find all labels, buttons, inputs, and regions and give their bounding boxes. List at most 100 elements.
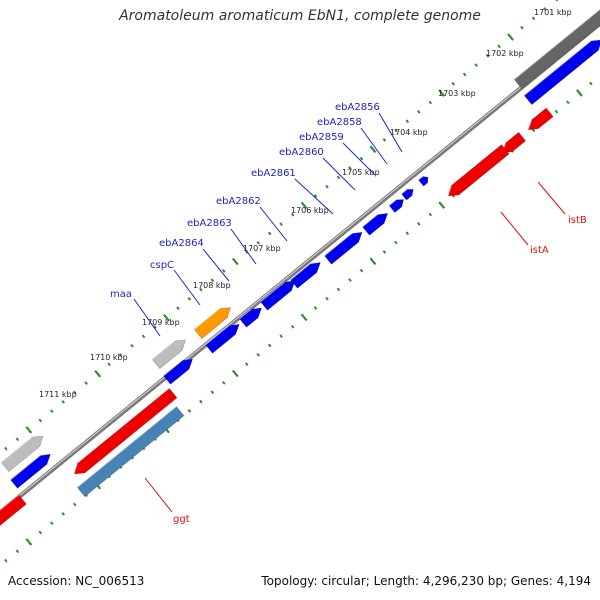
gene-blue-top-right-body [523, 39, 600, 106]
gene-grey-mid-highlight [151, 340, 176, 360]
gene-blue-mid-6-highlight [205, 325, 230, 346]
tick-mark-outer [153, 325, 157, 329]
gene-blue-lower-2 [10, 453, 51, 489]
tick-mark-outer [49, 409, 54, 414]
tick-mark-outer [231, 257, 239, 266]
gene-dark-grey-top-highlight [513, 9, 600, 80]
gene-blue-lower-2-highlight [10, 455, 41, 481]
gene-blue-lower-2-body [10, 453, 51, 489]
tick-mark-inner [267, 343, 272, 348]
gene-label: maa [110, 289, 132, 300]
scale-label: 1701 kbp [534, 8, 572, 17]
tick-mark-outer [187, 297, 192, 301]
scale-label: 1706 kbp [291, 206, 329, 215]
tick-mark-inner [428, 212, 433, 217]
scale-label: 1705 kbp [342, 168, 380, 177]
gene-label: istB [568, 215, 587, 226]
tick-mark-outer [163, 313, 170, 322]
gene-blue-mid-2-body [324, 231, 363, 265]
gene-blue-lower-1-highlight [163, 360, 183, 377]
tick-mark-inner [348, 278, 352, 282]
tick-mark-outer [94, 369, 102, 378]
gene-leader-line [537, 181, 566, 215]
gene-blue-small-2 [401, 188, 414, 201]
gene-leader-line [202, 248, 230, 282]
tick-mark-outer [72, 390, 77, 395]
gene-label: ebA2864 [159, 238, 204, 249]
gene-leader-line [500, 211, 529, 246]
tick-mark-outer [531, 16, 536, 21]
gene-blue-mid-2 [324, 231, 363, 265]
tick-mark-outer [279, 222, 283, 226]
gene-blue-mid-3-body [290, 262, 321, 289]
gene-leader-line [173, 269, 201, 306]
tick-mark-outer [267, 231, 272, 236]
gene-red-istA [447, 144, 510, 197]
tick-mark-inner [394, 240, 398, 245]
tick-mark-outer [428, 100, 433, 105]
tick-mark-outer [382, 138, 387, 142]
tick-mark-outer [359, 156, 364, 161]
gene-blue-small-3 [388, 199, 405, 213]
gene-leader-line [378, 112, 403, 153]
gene-blue-lower-1 [163, 358, 194, 385]
gene-red-lower-left-highlight [0, 494, 20, 511]
gene-dark-grey-top-body [513, 9, 600, 90]
gene-blue-mid-6 [205, 323, 240, 354]
tick-mark-inner [313, 306, 318, 310]
tick-mark-inner [15, 549, 20, 554]
gene-grey-mid-body [151, 339, 186, 370]
gene-grey-lower-body [0, 435, 44, 473]
tick-mark-inner [325, 296, 329, 301]
tick-mark-inner [566, 100, 570, 105]
tick-mark-inner [244, 362, 249, 367]
tick-mark-inner [531, 128, 536, 133]
gene-red-istA-body [447, 144, 510, 197]
tick-mark-inner [4, 558, 8, 563]
tick-mark-outer [369, 145, 377, 154]
gene-grey-mid [151, 339, 186, 370]
gene-label: ebA2858 [317, 117, 362, 128]
tick-mark-outer [417, 109, 421, 114]
gene-blue-mid-3-highlight [290, 263, 311, 281]
gene-red-lower-left [0, 494, 27, 526]
tick-mark-outer [4, 446, 8, 451]
scale-label: 1707 kbp [243, 244, 281, 253]
gene-blue-mid-4-body [260, 280, 296, 311]
gene-blue-small-1-body [418, 176, 429, 187]
gene-blue-lower-1-body [163, 358, 194, 385]
tick-mark-inner [336, 287, 341, 292]
tick-mark-outer [210, 278, 215, 283]
gene-label: ebA2863 [187, 218, 232, 229]
gene-red-istB-body [501, 131, 527, 154]
gene-red-upper-body [527, 107, 554, 131]
gene-orange-highlight [193, 308, 221, 330]
tick-mark-outer [84, 381, 88, 385]
gene-leader-line [230, 228, 257, 265]
gene-red-upper-highlight [527, 119, 533, 131]
tick-mark-outer [438, 89, 446, 97]
tick-mark-outer [176, 306, 180, 311]
scale-label: 1711 kbp [39, 390, 77, 399]
scale-label: 1709 kbp [142, 318, 180, 327]
tick-mark-outer [451, 81, 455, 86]
tick-mark-outer [199, 287, 203, 292]
tick-mark-inner [38, 530, 43, 535]
gene-red-istA-highlight [447, 185, 452, 197]
tick-mark-outer [15, 437, 20, 442]
gene-blue-mid-5-highlight [239, 308, 252, 320]
gene-red-lower-left-body [0, 494, 27, 526]
gene-leader-line [294, 178, 334, 215]
gene-red-ggt [73, 388, 178, 475]
tick-mark-outer [394, 128, 398, 133]
gene-blue-top-right [523, 39, 600, 106]
tick-mark-inner [222, 380, 226, 385]
tick-mark-outer [555, 0, 559, 2]
tick-mark-inner [382, 250, 387, 254]
gene-label: ggt [173, 514, 190, 525]
gene-leader-line [133, 298, 161, 337]
gene-label: ebA2862 [216, 196, 261, 207]
tick-mark-inner [279, 334, 283, 338]
accession-text: Accession: NC_006513 [8, 574, 145, 588]
